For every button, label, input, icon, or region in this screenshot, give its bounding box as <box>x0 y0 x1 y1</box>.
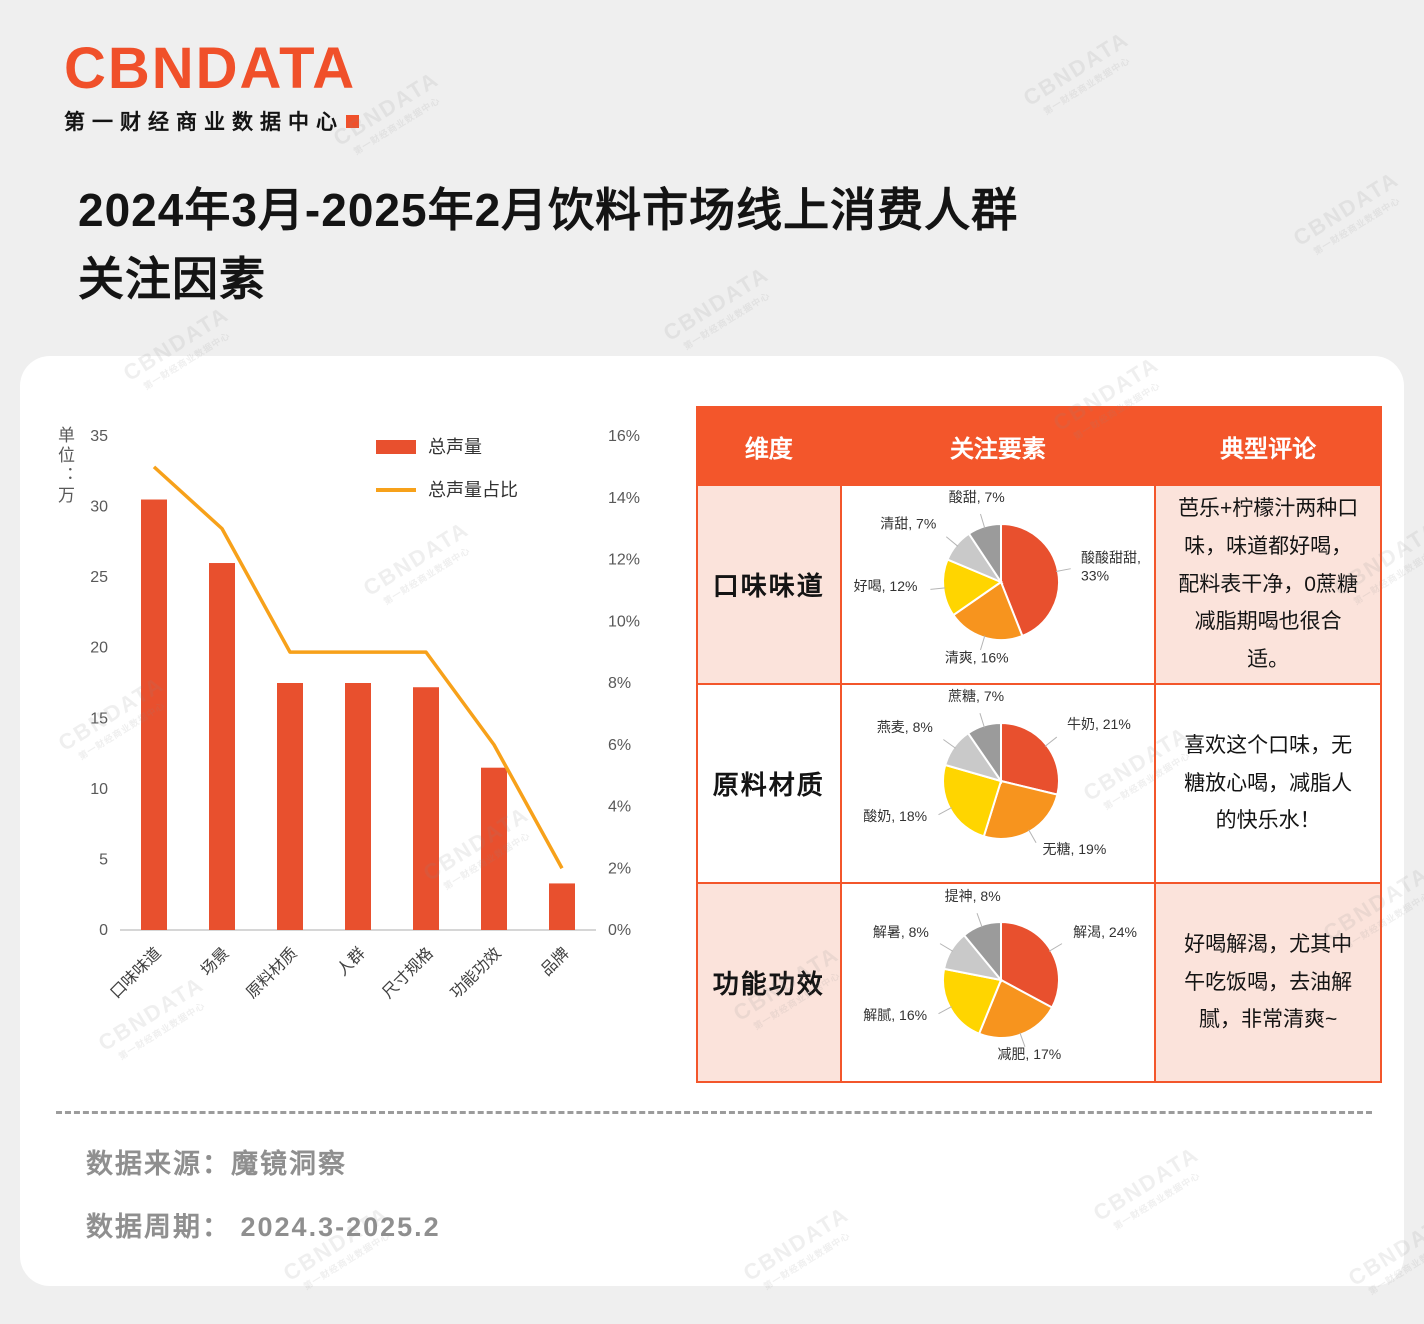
pie-chart-taste: 酸酸甜甜, 33% 清爽, 16% 好喝, 12% 清甜, 7% 酸甜, 7% <box>854 489 1141 665</box>
factor-table: 维度 关注要素 典型评论 口味味道 酸酸甜甜, 33% 清爽, 16% 好喝, 12%… <box>696 406 1382 1083</box>
svg-text:4%: 4% <box>608 799 631 816</box>
svg-text:10: 10 <box>90 781 108 798</box>
pie-cell: 酸酸甜甜, 33% 清爽, 16% 好喝, 12% 清甜, 7% 酸甜, 7% <box>839 484 1157 685</box>
svg-text:清爽, 16%: 清爽, 16% <box>945 649 1009 665</box>
svg-text:解暑, 8%: 解暑, 8% <box>873 924 929 940</box>
table-row-function: 功能功效 解渴, 24% 减肥, 17% 解腻, 16% 解暑, 8% 提神, 8% 好… <box>696 882 1382 1083</box>
svg-text:解渴, 24%: 解渴, 24% <box>1073 924 1137 940</box>
svg-text:8%: 8% <box>608 675 631 692</box>
table-header-row: 维度 关注要素 典型评论 <box>696 406 1382 486</box>
comment-cell: 芭乐+柠檬汁两种口味，味道都好喝，配料表干净，0蔗糖减脂期喝也很合适。 <box>1154 484 1382 685</box>
svg-text:解腻, 16%: 解腻, 16% <box>863 1007 927 1023</box>
dimension-cell: 口味味道 <box>696 484 842 685</box>
svg-text:尺寸规格: 尺寸规格 <box>379 944 437 1002</box>
svg-text:20: 20 <box>90 640 108 657</box>
page-title-line1: 2024年3月-2025年2月饮料市场线上消费人群 <box>78 184 1019 236</box>
dashed-divider <box>56 1111 1372 1114</box>
svg-text:口味味道: 口味味道 <box>107 944 165 1002</box>
pie-cell: 解渴, 24% 减肥, 17% 解腻, 16% 解暑, 8% 提神, 8% <box>839 882 1157 1083</box>
svg-text:30: 30 <box>90 499 108 516</box>
svg-text:清甜, 7%: 清甜, 7% <box>880 515 936 531</box>
page-title: 2024年3月-2025年2月饮料市场线上消费人群 关注因素 <box>78 176 1424 314</box>
svg-text:蔗糖, 7%: 蔗糖, 7% <box>948 688 1004 704</box>
svg-text:酸奶, 18%: 酸奶, 18% <box>863 808 927 824</box>
svg-text:酸酸甜甜,33%: 酸酸甜甜, 33% <box>1081 549 1141 583</box>
combo-chart: 单位：万 0 5 10 15 20 25 30 35 0% 2% 4% 6% 8% 10% 12% 14% 16… <box>50 402 670 1083</box>
svg-text:无糖, 19%: 无糖, 19% <box>1042 841 1106 857</box>
svg-text:功能功效: 功能功效 <box>447 944 505 1002</box>
data-period: 数据周期： 2024.3-2025.2 <box>86 1212 441 1242</box>
svg-text:总声量占比: 总声量占比 <box>428 480 518 500</box>
card-content: 单位：万 0 5 10 15 20 25 30 35 0% 2% 4% 6% 8% 10% 12% 14% 16… <box>50 402 1382 1083</box>
header: CBNDATA 第一财经商业数据中心 2024年3月-2025年2月饮料市场线上… <box>0 0 1424 314</box>
col-header-dimension: 维度 <box>696 406 842 486</box>
svg-text:0%: 0% <box>608 922 631 939</box>
col-header-comments: 典型评论 <box>1154 406 1382 486</box>
content-card: 单位：万 0 5 10 15 20 25 30 35 0% 2% 4% 6% 8% 10% 12% 14% 16… <box>20 356 1404 1286</box>
svg-text:牛奶, 21%: 牛奶, 21% <box>1067 716 1131 732</box>
logo-brand-text: CBNDATA <box>64 36 357 101</box>
svg-text:10%: 10% <box>608 613 640 630</box>
data-source: 数据来源：魔镜洞察 <box>86 1149 347 1179</box>
pie-chart-materials: 牛奶, 21% 无糖, 19% 酸奶, 18% 燕麦, 8% 蔗糖, 7% <box>863 688 1131 857</box>
svg-text:12%: 12% <box>608 552 640 569</box>
footer: 数据来源：魔镜洞察 数据周期： 2024.3-2025.2 <box>50 1114 1382 1244</box>
svg-text:品牌: 品牌 <box>537 944 572 979</box>
comment-cell: 好喝解渴，尤其中午吃饭喝，去油解腻，非常清爽~ <box>1154 882 1382 1083</box>
svg-text:好喝, 12%: 好喝, 12% <box>854 578 918 594</box>
svg-text:6%: 6% <box>608 737 631 754</box>
svg-text:16%: 16% <box>608 428 640 445</box>
left-axis-title: 单位：万 <box>55 426 74 506</box>
pie-chart-function: 解渴, 24% 减肥, 17% 解腻, 16% 解暑, 8% 提神, 8% <box>863 888 1137 1062</box>
svg-text:2%: 2% <box>608 860 631 877</box>
svg-text:人群: 人群 <box>333 944 368 979</box>
svg-text:原料材质: 原料材质 <box>243 944 301 1002</box>
pie-cell: 牛奶, 21% 无糖, 19% 酸奶, 18% 燕麦, 8% 蔗糖, 7% <box>839 683 1157 884</box>
col-header-elements: 关注要素 <box>839 406 1157 486</box>
svg-text:25: 25 <box>90 569 108 586</box>
svg-text:场景: 场景 <box>197 944 232 979</box>
svg-text:酸甜, 7%: 酸甜, 7% <box>949 489 1005 505</box>
logo-subtitle-row: 第一财经商业数据中心 <box>64 106 1424 136</box>
svg-text:5: 5 <box>99 851 108 868</box>
svg-text:提神, 8%: 提神, 8% <box>945 888 1001 904</box>
cbndata-logo: CBNDATA 第一财经商业数据中心 <box>64 40 1424 136</box>
comment-cell: 喜欢这个口味，无糖放心喝，减脂人的快乐水！ <box>1154 683 1382 884</box>
svg-text:15: 15 <box>90 710 108 727</box>
dimension-cell: 功能功效 <box>696 882 842 1083</box>
dimension-cell: 原料材质 <box>696 683 842 884</box>
logo-square-icon <box>346 114 359 128</box>
svg-text:燕麦, 8%: 燕麦, 8% <box>877 719 933 735</box>
bar-line-chart-svg: 0 5 10 15 20 25 30 35 0% 2% 4% 6% 8% 10% 12% 14% 16% 口味味道… <box>90 428 640 1002</box>
svg-text:14%: 14% <box>608 490 640 507</box>
svg-text:35: 35 <box>90 428 108 445</box>
svg-text:总声量: 总声量 <box>428 437 482 457</box>
svg-text:减肥, 17%: 减肥, 17% <box>997 1046 1061 1062</box>
page-title-line2: 关注因素 <box>78 253 266 305</box>
table-row-materials: 原料材质 牛奶, 21% 无糖, 19% 酸奶, 18% 燕麦, 8% 蔗糖, 7% 喜… <box>696 683 1382 884</box>
logo-subtitle: 第一财经商业数据中心 <box>64 111 344 134</box>
svg-text:0: 0 <box>99 922 108 939</box>
table-row-taste: 口味味道 酸酸甜甜, 33% 清爽, 16% 好喝, 12% 清甜, 7% 酸甜, 7% … <box>696 484 1382 685</box>
